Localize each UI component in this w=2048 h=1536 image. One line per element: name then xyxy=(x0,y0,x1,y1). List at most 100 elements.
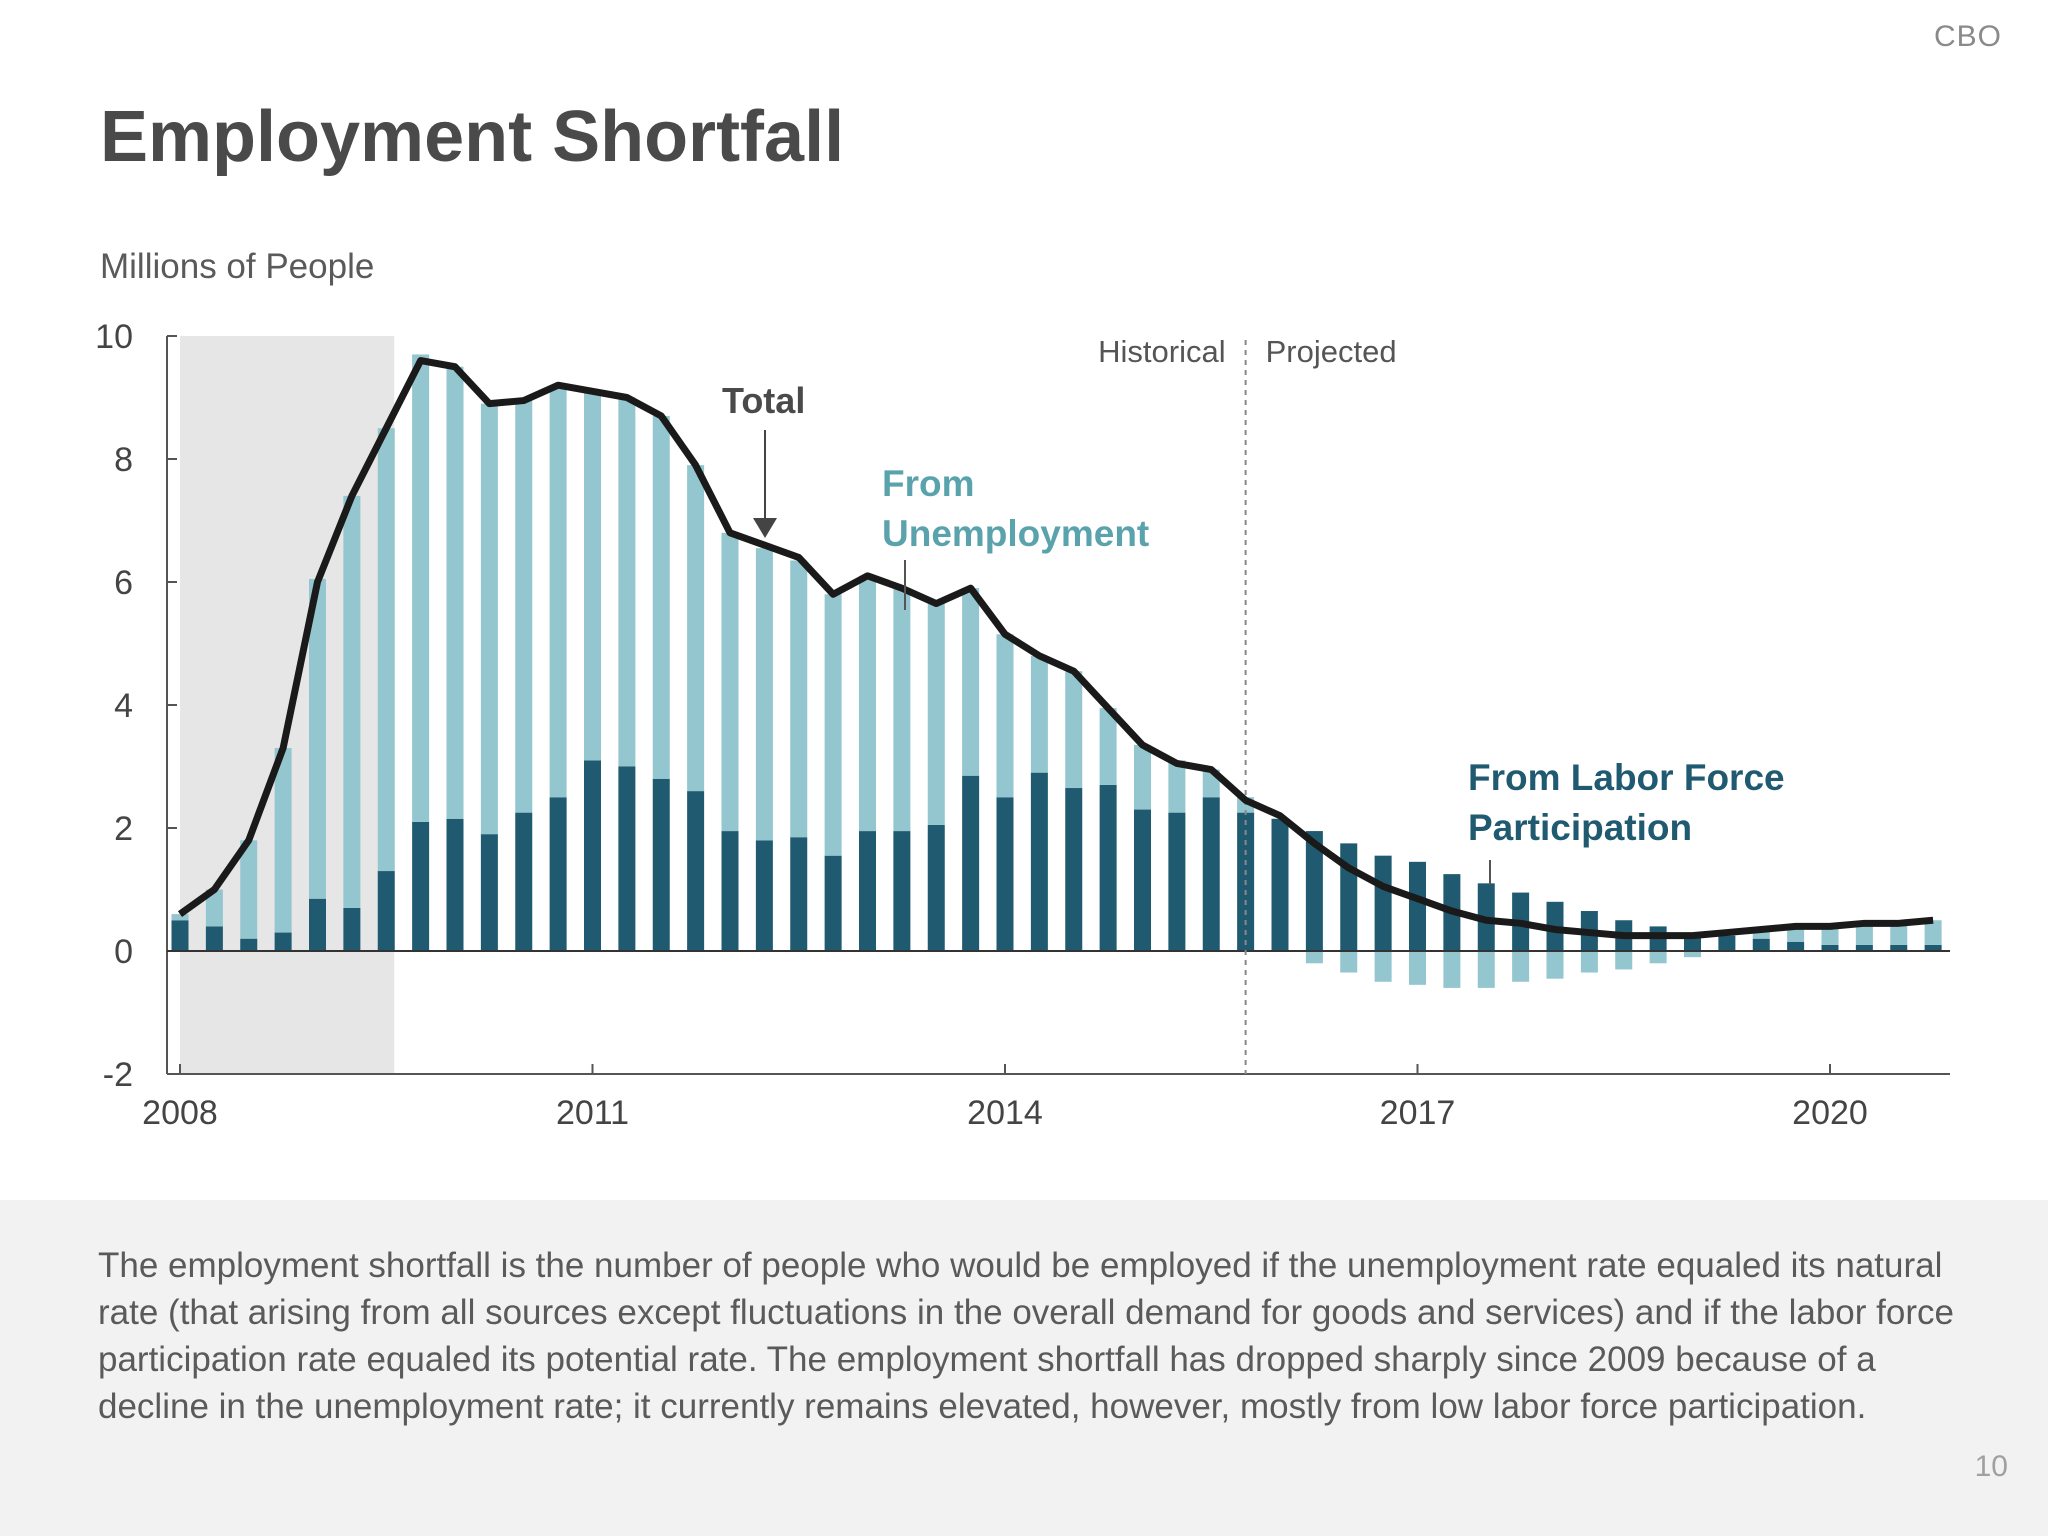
bar-unemployment xyxy=(1134,744,1151,810)
bar-labor-force xyxy=(1374,855,1392,951)
bar-labor-force xyxy=(652,778,670,951)
bar-labor-force xyxy=(1409,861,1426,951)
bar-labor-force xyxy=(343,907,361,951)
bar-unemployment xyxy=(1374,951,1392,982)
bar-unemployment xyxy=(1030,655,1048,773)
bar-unemployment xyxy=(893,588,911,832)
y-tick-label: 2 xyxy=(114,810,133,848)
bar-labor-force xyxy=(721,831,739,951)
bar-unemployment xyxy=(1305,951,1323,964)
bar-unemployment xyxy=(652,415,670,779)
page-title: Employment Shortfall xyxy=(100,97,845,177)
y-tick-label: 0 xyxy=(114,933,133,971)
projected-label: Projected xyxy=(1266,334,1397,369)
annotation-unemployment: Unemployment xyxy=(882,513,1149,554)
bar-unemployment xyxy=(1890,923,1908,945)
bar-unemployment xyxy=(1443,951,1461,988)
bar-labor-force xyxy=(790,837,808,951)
x-tick-label: 2011 xyxy=(556,1094,629,1132)
bar-unemployment xyxy=(1615,951,1633,970)
bar-labor-force xyxy=(1168,812,1186,951)
bar-labor-force xyxy=(962,775,980,951)
bar-labor-force xyxy=(1787,941,1805,951)
y-tick-label: 8 xyxy=(114,441,133,479)
x-tick-label: 2020 xyxy=(1792,1094,1868,1132)
bar-labor-force xyxy=(584,760,601,951)
x-tick-label: 2014 xyxy=(967,1094,1043,1132)
bar-labor-force xyxy=(1305,831,1323,951)
bar-labor-force xyxy=(1855,944,1873,951)
bar-unemployment xyxy=(618,397,636,767)
bar-unemployment xyxy=(377,428,395,872)
bar-unemployment xyxy=(171,914,189,921)
total-line xyxy=(177,357,1934,940)
bar-labor-force xyxy=(480,834,498,951)
bar-unemployment xyxy=(927,603,945,825)
bar-unemployment xyxy=(1065,671,1083,789)
bar-unemployment xyxy=(962,588,980,776)
bar-labor-force xyxy=(1924,944,1942,951)
x-tick-label: 2017 xyxy=(1380,1094,1456,1132)
bar-unemployment xyxy=(1477,951,1495,988)
bar-labor-force xyxy=(1890,944,1908,951)
bar-labor-force xyxy=(618,766,636,951)
bar-labor-force xyxy=(205,926,223,951)
bar-unemployment xyxy=(859,575,876,832)
bar-unemployment xyxy=(446,366,464,819)
bar-labor-force xyxy=(755,840,773,951)
y-tick-label: -2 xyxy=(103,1056,133,1094)
bar-unemployment xyxy=(549,385,567,798)
recession-shading xyxy=(180,336,395,1074)
page-number: 10 xyxy=(1974,1450,2008,1483)
bar-unemployment xyxy=(824,594,842,856)
org-label: CBO xyxy=(1933,20,2002,53)
bar-labor-force xyxy=(1821,944,1839,951)
bar-unemployment xyxy=(480,403,498,835)
bar-unemployment xyxy=(1546,951,1564,979)
historical-label: Historical xyxy=(1098,334,1225,369)
bar-labor-force xyxy=(1752,938,1770,951)
bar-unemployment xyxy=(343,495,361,908)
bar-unemployment xyxy=(1684,951,1701,958)
bar-labor-force xyxy=(549,797,567,951)
bar-unemployment xyxy=(1340,951,1358,973)
bar-unemployment xyxy=(274,748,292,933)
bar-unemployment xyxy=(205,889,223,927)
caption-panel: The employment shortfall is the number o… xyxy=(0,1200,2048,1536)
bar-unemployment xyxy=(1168,760,1186,813)
bar-unemployment xyxy=(1580,951,1598,973)
bar-labor-force xyxy=(687,791,705,951)
chart-area: Millions of People 10 8 6 4 2 0 -2 2008 2011 2014… xyxy=(95,247,1950,1132)
annotation-labor-force: From Labor Force xyxy=(1468,757,1785,798)
recession-shade xyxy=(180,336,395,1074)
bar-labor-force xyxy=(446,818,464,951)
bar-unemployment xyxy=(1512,951,1530,982)
y-tick-label: 10 xyxy=(95,318,133,356)
bar-unemployment xyxy=(687,465,705,792)
bar-labor-force xyxy=(893,831,911,951)
bar-unemployment xyxy=(755,548,773,841)
bar-labor-force xyxy=(171,920,189,951)
bar-labor-force xyxy=(996,797,1014,951)
bar-unemployment xyxy=(1409,951,1426,985)
bar-unemployment xyxy=(1099,708,1117,785)
bar-unemployment xyxy=(515,400,533,813)
bar-unemployment xyxy=(1752,929,1770,939)
bar-labor-force xyxy=(412,821,430,951)
bar-labor-force xyxy=(274,932,292,951)
bar-labor-force xyxy=(1030,772,1048,951)
annotation-total-arrowhead xyxy=(753,518,777,538)
annotation-unemployment: From xyxy=(882,463,975,504)
bar-labor-force xyxy=(377,871,395,951)
bar-unemployment xyxy=(309,578,326,899)
x-tick-label: 2008 xyxy=(142,1094,218,1132)
bar-labor-force xyxy=(824,855,842,951)
annotations: Total From Unemployment From Labor Force Par… xyxy=(722,380,1785,885)
bar-unemployment xyxy=(721,532,739,832)
y-tick-label: 6 xyxy=(114,564,133,602)
y-axis-label: Millions of People xyxy=(100,247,374,286)
bar-labor-force xyxy=(927,824,945,951)
bar-unemployment xyxy=(584,391,601,761)
